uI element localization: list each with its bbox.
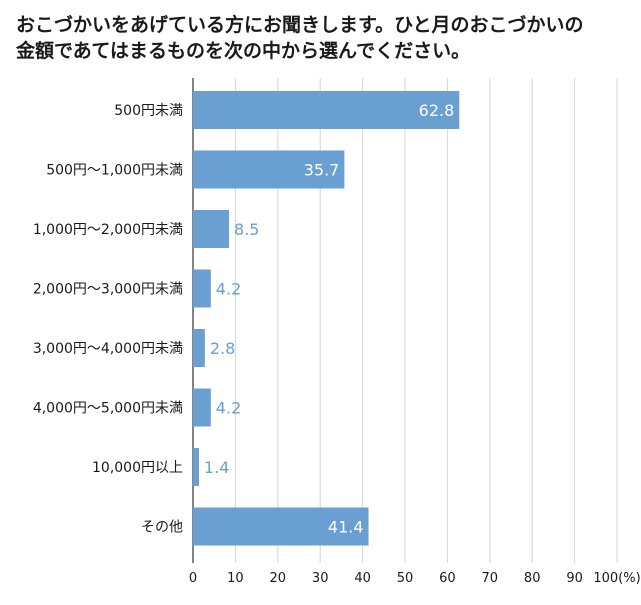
x-tick-label: 50 — [397, 571, 414, 586]
bars — [193, 91, 460, 546]
value-label: 8.5 — [234, 220, 259, 239]
chart-title-line-1: おこづかいをあげている方にお聞きします。ひと月のおこづかいの — [16, 14, 584, 36]
x-tick-label: 40 — [354, 571, 371, 586]
value-label: 2.8 — [210, 339, 235, 358]
bar — [193, 269, 211, 308]
x-tick-label: 10 — [227, 571, 244, 586]
value-label: 35.7 — [304, 161, 340, 180]
category-label: 2,000円〜3,000円未満 — [33, 282, 183, 298]
chart-title-line-2: 金額であてはまるものを次の中から選んでください。 — [16, 40, 471, 62]
value-label: 62.8 — [419, 101, 455, 120]
x-tick-label: 0 — [189, 571, 197, 586]
bar — [193, 507, 369, 546]
x-tick-labels: 0 10 20 30 40 50 60 70 80 90 100(%) — [189, 571, 641, 586]
category-label: 1,000円〜2,000円未満 — [33, 222, 183, 238]
category-label: 500円未満 — [114, 103, 183, 119]
x-tick-label: 100(%) — [593, 571, 640, 586]
x-tick-label: 90 — [566, 571, 583, 586]
category-label: 10,000円以上 — [92, 460, 183, 476]
category-label: 500円〜1,000円未満 — [46, 163, 183, 179]
bar — [193, 91, 460, 129]
x-tick-label: 20 — [270, 571, 287, 586]
category-label: 3,000円〜4,000円未満 — [33, 341, 183, 357]
value-labels: 62.8 35.7 8.5 4.2 2.8 4.2 1.4 41.4 — [204, 101, 454, 537]
value-label: 4.2 — [216, 280, 241, 299]
x-tick-label: 80 — [524, 571, 541, 586]
category-label: その他 — [141, 520, 183, 536]
value-label: 41.4 — [328, 518, 364, 537]
value-label: 4.2 — [216, 399, 241, 418]
chart-title: おこづかいをあげている方にお聞きします。ひと月のおこづかいの 金額であてはまるも… — [16, 12, 628, 64]
x-tick-label: 30 — [312, 571, 329, 586]
bar — [193, 388, 211, 427]
category-labels: 500円未満 500円〜1,000円未満 1,000円〜2,000円未満 2,000円… — [33, 103, 183, 536]
bar — [193, 210, 230, 248]
category-label: 4,000円〜5,000円未満 — [33, 401, 183, 417]
x-tick-label: 70 — [482, 571, 499, 586]
bar — [193, 448, 199, 486]
bar — [193, 329, 205, 367]
value-label: 1.4 — [204, 458, 229, 477]
bar — [193, 150, 345, 189]
x-tick-label: 60 — [439, 571, 456, 586]
